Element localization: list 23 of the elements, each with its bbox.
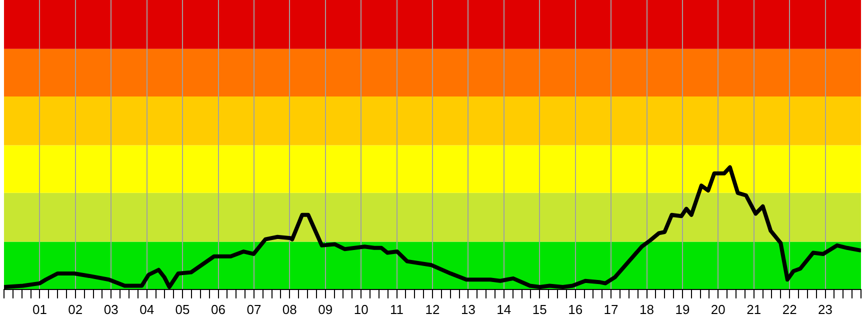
x-tick-label: 11 bbox=[390, 302, 404, 317]
x-tick-label: 19 bbox=[675, 302, 690, 317]
x-tick-label: 16 bbox=[568, 302, 583, 317]
x-tick-label: 02 bbox=[68, 302, 83, 317]
x-tick-label: 14 bbox=[496, 302, 512, 317]
x-tick-label: 07 bbox=[246, 302, 262, 317]
x-tick-label: 03 bbox=[104, 302, 118, 317]
x-tick-label: 20 bbox=[710, 302, 726, 317]
x-tick-label: 08 bbox=[282, 302, 297, 317]
x-tick-label: 05 bbox=[175, 302, 190, 317]
x-tick-label: 01 bbox=[32, 302, 47, 317]
x-tick-label: 10 bbox=[354, 302, 368, 317]
x-tick-label: 23 bbox=[818, 302, 833, 317]
x-tick-label: 22 bbox=[782, 302, 797, 317]
x-tick-label: 12 bbox=[425, 302, 440, 317]
x-tick-label: 15 bbox=[532, 302, 547, 317]
x-tick-label: 06 bbox=[211, 302, 226, 317]
x-tick-label: 21 bbox=[746, 302, 762, 317]
x-tick-label: 18 bbox=[640, 302, 654, 317]
x-tick-label: 17 bbox=[604, 302, 618, 317]
x-tick-label: 13 bbox=[460, 302, 476, 317]
x-tick-label: 04 bbox=[140, 302, 154, 317]
x-tick-label: 09 bbox=[318, 302, 333, 317]
